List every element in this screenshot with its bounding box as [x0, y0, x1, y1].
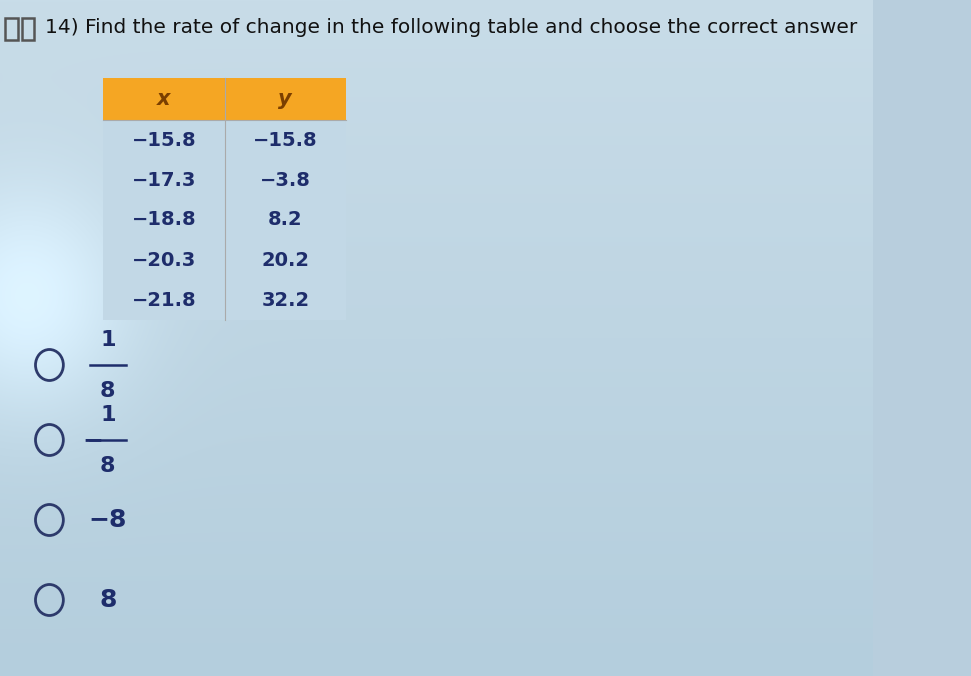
FancyBboxPatch shape: [103, 160, 224, 200]
Text: −15.8: −15.8: [132, 130, 196, 149]
FancyBboxPatch shape: [224, 78, 346, 120]
FancyBboxPatch shape: [103, 78, 224, 120]
Text: −: −: [83, 428, 103, 452]
Text: 8.2: 8.2: [268, 210, 303, 229]
FancyBboxPatch shape: [103, 280, 224, 320]
Text: 8: 8: [99, 588, 117, 612]
Text: −20.3: −20.3: [132, 251, 196, 270]
FancyBboxPatch shape: [103, 240, 224, 280]
FancyBboxPatch shape: [103, 200, 224, 240]
Text: x: x: [157, 89, 171, 109]
Text: −15.8: −15.8: [253, 130, 318, 149]
Text: 1: 1: [100, 329, 116, 349]
Text: 8: 8: [100, 456, 116, 475]
Text: −21.8: −21.8: [132, 291, 196, 310]
FancyBboxPatch shape: [224, 160, 346, 200]
Text: 1: 1: [100, 404, 116, 425]
FancyBboxPatch shape: [224, 240, 346, 280]
Text: 14) Find the rate of change in the following table and choose the correct answer: 14) Find the rate of change in the follo…: [45, 18, 857, 37]
Text: −17.3: −17.3: [132, 170, 196, 189]
FancyBboxPatch shape: [224, 200, 346, 240]
Text: −8: −8: [88, 508, 127, 532]
Text: −18.8: −18.8: [132, 210, 196, 229]
FancyBboxPatch shape: [224, 120, 346, 160]
FancyBboxPatch shape: [103, 120, 224, 160]
Text: −3.8: −3.8: [260, 170, 311, 189]
Text: 20.2: 20.2: [261, 251, 310, 270]
Text: y: y: [279, 89, 292, 109]
Text: 8: 8: [100, 381, 116, 400]
Text: 32.2: 32.2: [261, 291, 310, 310]
FancyBboxPatch shape: [224, 280, 346, 320]
